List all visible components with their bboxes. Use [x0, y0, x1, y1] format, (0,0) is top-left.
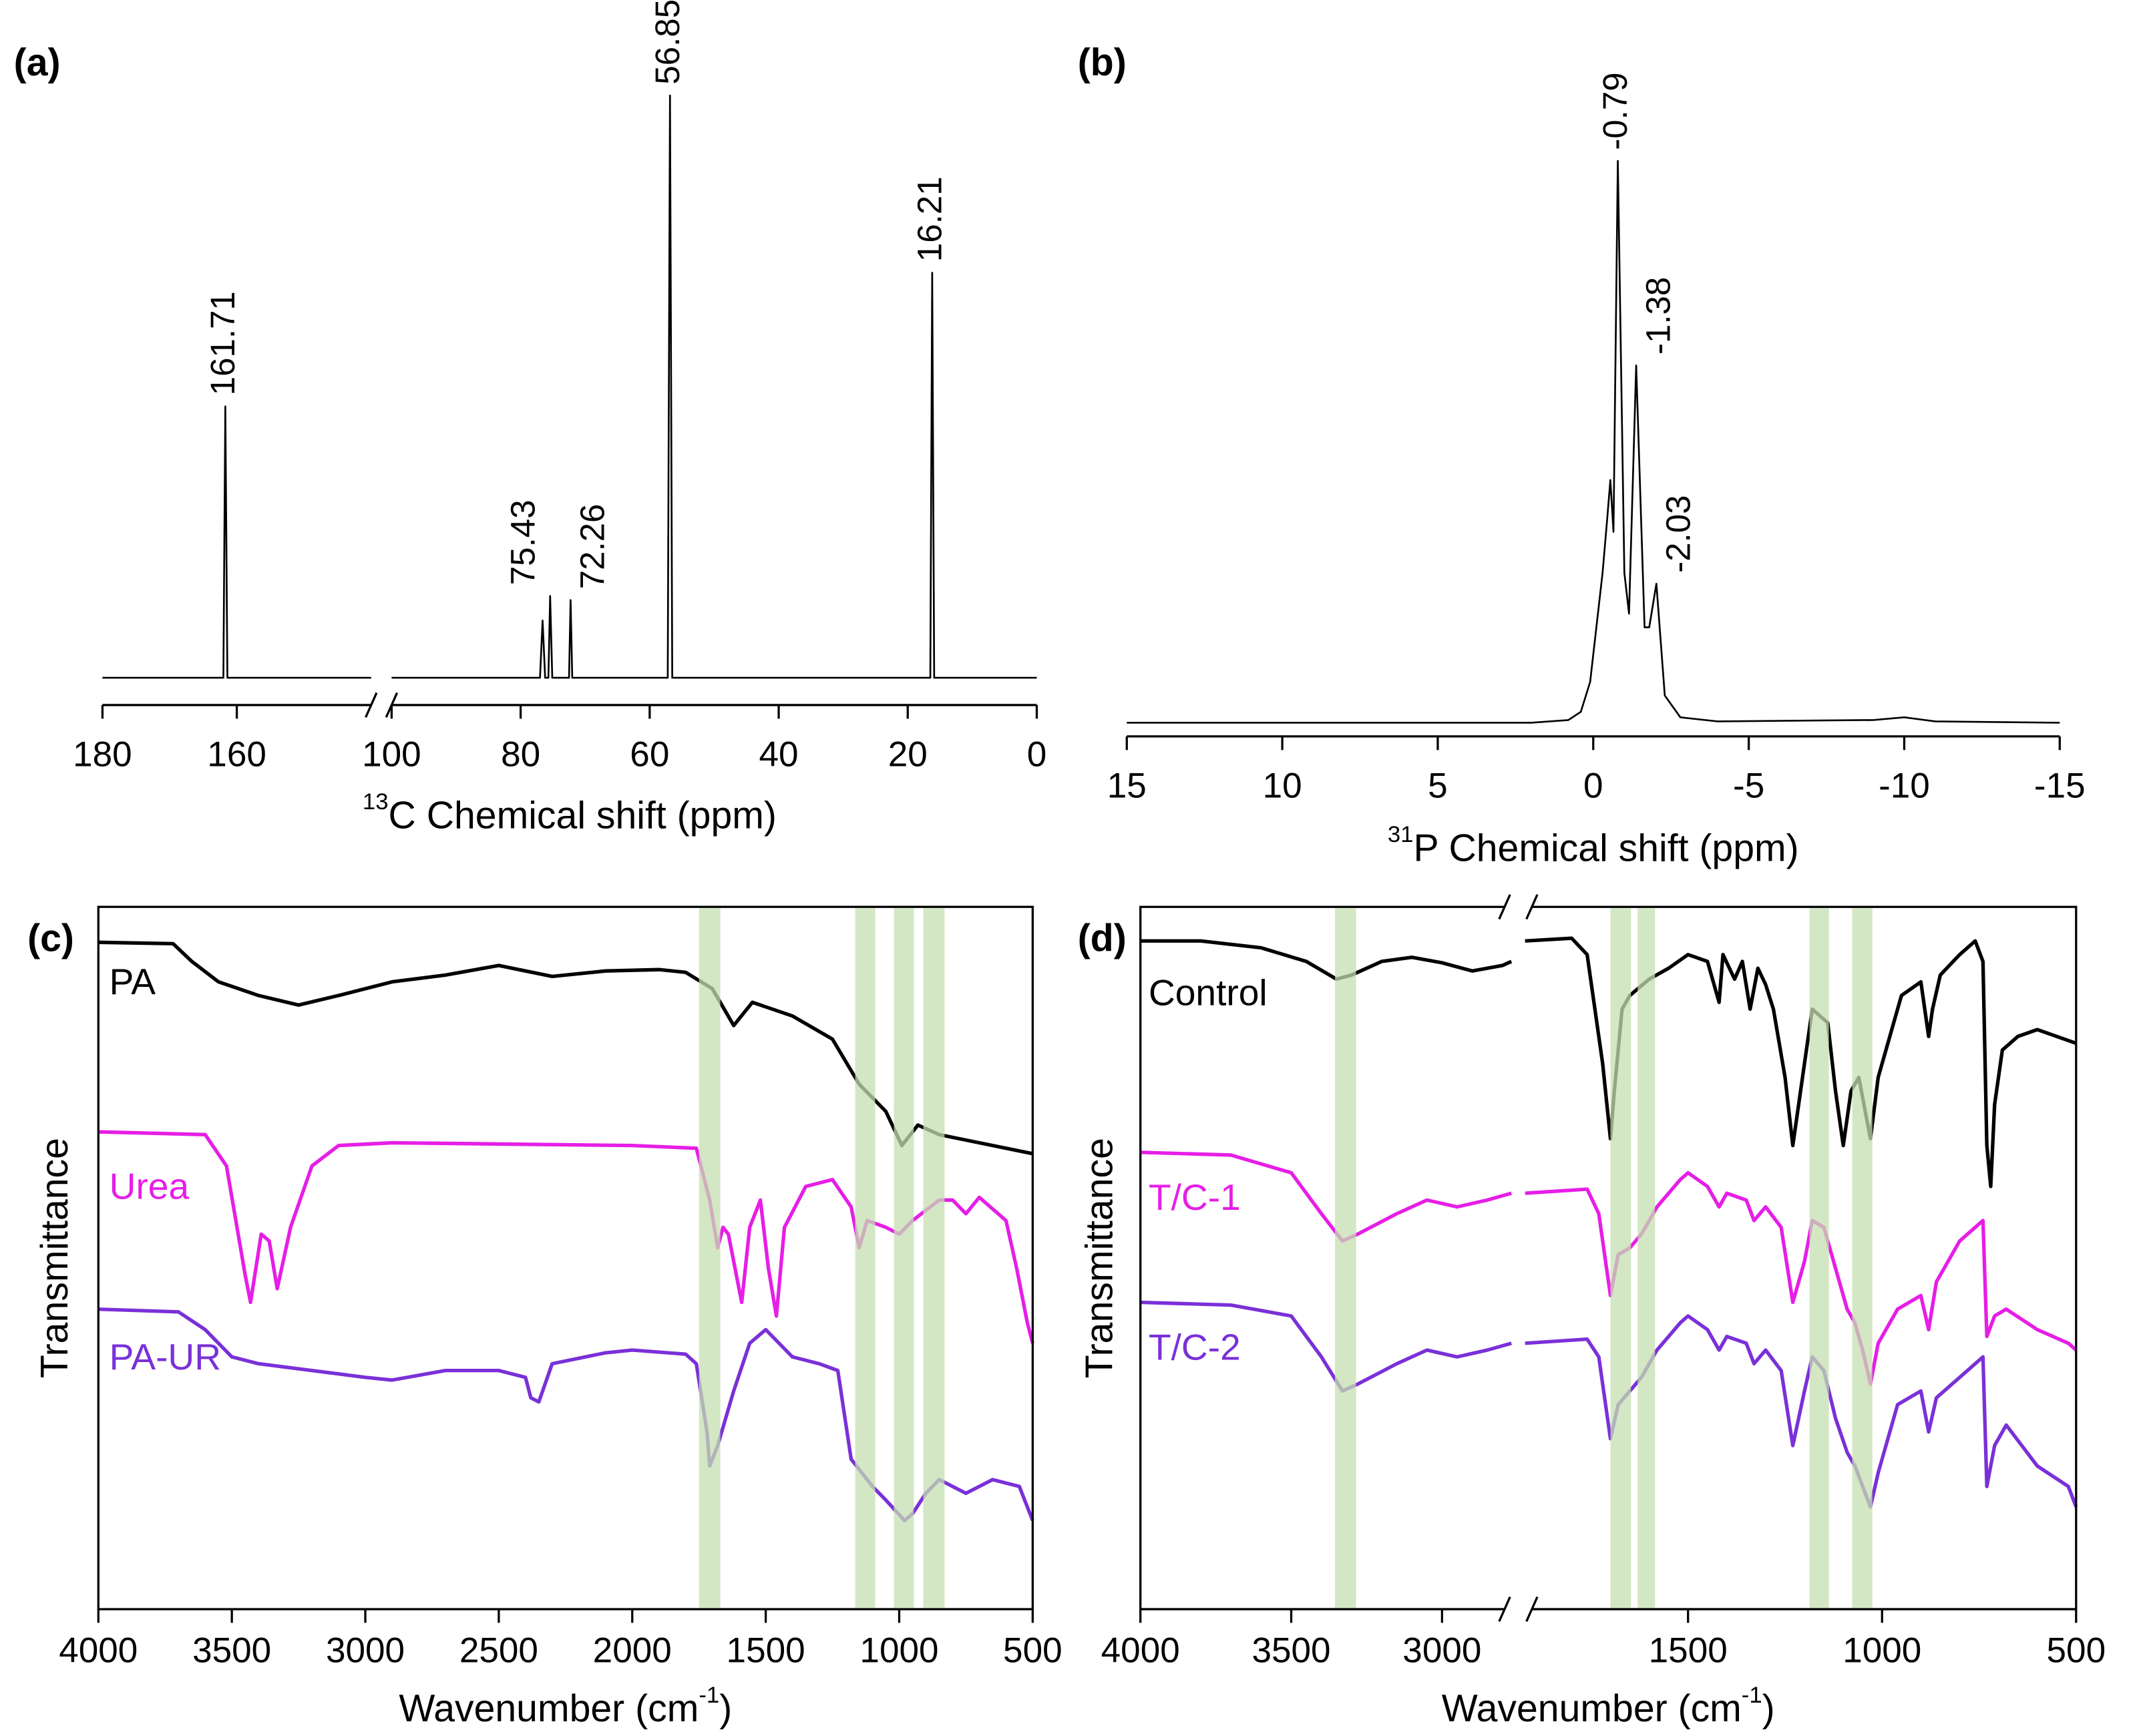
x-tick-label: -10: [1879, 767, 1930, 806]
highlight-band: [1610, 908, 1631, 1608]
x-axis-title: 31P Chemical shift (ppm): [1388, 822, 1799, 869]
x-axis-title: 13C Chemical shift (ppm): [363, 789, 777, 837]
highlight-band: [699, 908, 721, 1608]
x-tick-label: 500: [2047, 1631, 2106, 1670]
x-tick-label: 15: [1107, 767, 1147, 806]
x-tick-label: 80: [501, 735, 540, 775]
spectrum-line: [1140, 1150, 2078, 1386]
peak-label: -2.03: [1660, 495, 1698, 572]
highlight-band: [1335, 908, 1356, 1608]
frame: [1139, 905, 2078, 1610]
spectrum-line: [98, 1307, 1034, 1522]
peak-label: 72.26: [574, 504, 612, 590]
x-axis-title: Wavenumber (cm-1): [399, 1683, 732, 1730]
x-tick-label: 180: [73, 735, 132, 775]
x-axis-title-part: Wavenumber (cm: [1442, 1687, 1742, 1730]
x-tick-label: 2500: [459, 1631, 538, 1670]
series-label: Control: [1149, 972, 1268, 1014]
x-tick-label: -5: [1733, 767, 1764, 806]
peak-label: 75.43: [504, 499, 542, 585]
x-tick-label: 4000: [1101, 1631, 1180, 1670]
highlight-band: [855, 908, 876, 1608]
highlight-band: [923, 908, 945, 1608]
x-tick-label: 1000: [859, 1631, 938, 1670]
frame: [97, 905, 1034, 1610]
axis-break: [1498, 894, 1539, 920]
y-axis-title: Transmittance: [1079, 1138, 1121, 1378]
x-axis-title-part: ): [719, 1687, 732, 1730]
x-axis-title-part: C Chemical shift (ppm): [389, 795, 777, 837]
x-tick-label: 1000: [1842, 1631, 1921, 1670]
series-label: T/C-2: [1149, 1327, 1241, 1368]
x-axis-title-part: -1: [699, 1683, 719, 1708]
x-tick-label: 2000: [593, 1631, 672, 1670]
x-tick-label: 100: [362, 735, 421, 775]
x-tick-label: 40: [759, 735, 799, 775]
series-label: Urea: [110, 1166, 190, 1207]
panel-label: (c): [27, 917, 74, 959]
x-axis-title-part: 13: [363, 789, 389, 815]
x-tick-label: 60: [630, 735, 669, 775]
spectrum-line: [1127, 160, 2060, 724]
x-axis-title-part: -1: [1742, 1683, 1762, 1708]
x-tick-label: 20: [888, 735, 928, 775]
x-tick-label: 3500: [1251, 1631, 1330, 1670]
series-label: PA: [110, 961, 156, 1002]
spectrum-line: [98, 940, 1033, 1156]
x-axis-title-part: 31: [1388, 822, 1414, 847]
x-tick-label: 10: [1263, 767, 1302, 806]
highlight-band: [894, 908, 914, 1608]
spectrum-line: [102, 94, 1037, 679]
x-tick-label: 0: [1583, 767, 1603, 806]
series-label: T/C-1: [1149, 1176, 1241, 1218]
x-axis-title: Wavenumber (cm-1): [1442, 1683, 1775, 1730]
x-tick-label: 3500: [192, 1631, 271, 1670]
x-tick-label: 4000: [59, 1631, 138, 1670]
x-tick-label: 160: [207, 735, 266, 775]
peak-label: 161.71: [204, 291, 242, 395]
highlight-band: [1809, 908, 1829, 1608]
peak-label: -1.38: [1639, 277, 1677, 355]
series-label: PA-UR: [110, 1336, 221, 1377]
panel-label: (d): [1078, 917, 1127, 959]
spectrum-line: [1140, 1300, 2078, 1509]
x-tick-label: 1500: [727, 1631, 805, 1670]
spectrum-line: [1140, 936, 2077, 1188]
x-axis-title-part: ): [1762, 1687, 1775, 1730]
x-tick-label: 3000: [1402, 1631, 1481, 1670]
x-tick-label: 3000: [326, 1631, 405, 1670]
x-tick-label: 0: [1027, 735, 1047, 775]
x-tick-label: 1500: [1649, 1631, 1728, 1670]
peak-label: 16.21: [910, 176, 948, 262]
spectrum-line: [98, 1130, 1034, 1344]
panel-label: (b): [1078, 41, 1127, 84]
panel-label: (a): [14, 41, 61, 84]
x-axis-title-part: Wavenumber (cm: [399, 1687, 699, 1730]
x-tick-label: 5: [1428, 767, 1448, 806]
highlight-band: [1637, 908, 1656, 1608]
y-axis-title: Transmittance: [33, 1138, 76, 1378]
x-tick-label: 500: [1003, 1631, 1062, 1670]
axis-break: [1498, 1596, 1539, 1622]
x-axis-title-part: P Chemical shift (ppm): [1414, 827, 1799, 870]
x-tick-label: -15: [2034, 767, 2086, 806]
peak-label: 56.85: [648, 0, 687, 85]
peak-label: -0.79: [1596, 72, 1634, 150]
highlight-band: [1852, 908, 1873, 1608]
